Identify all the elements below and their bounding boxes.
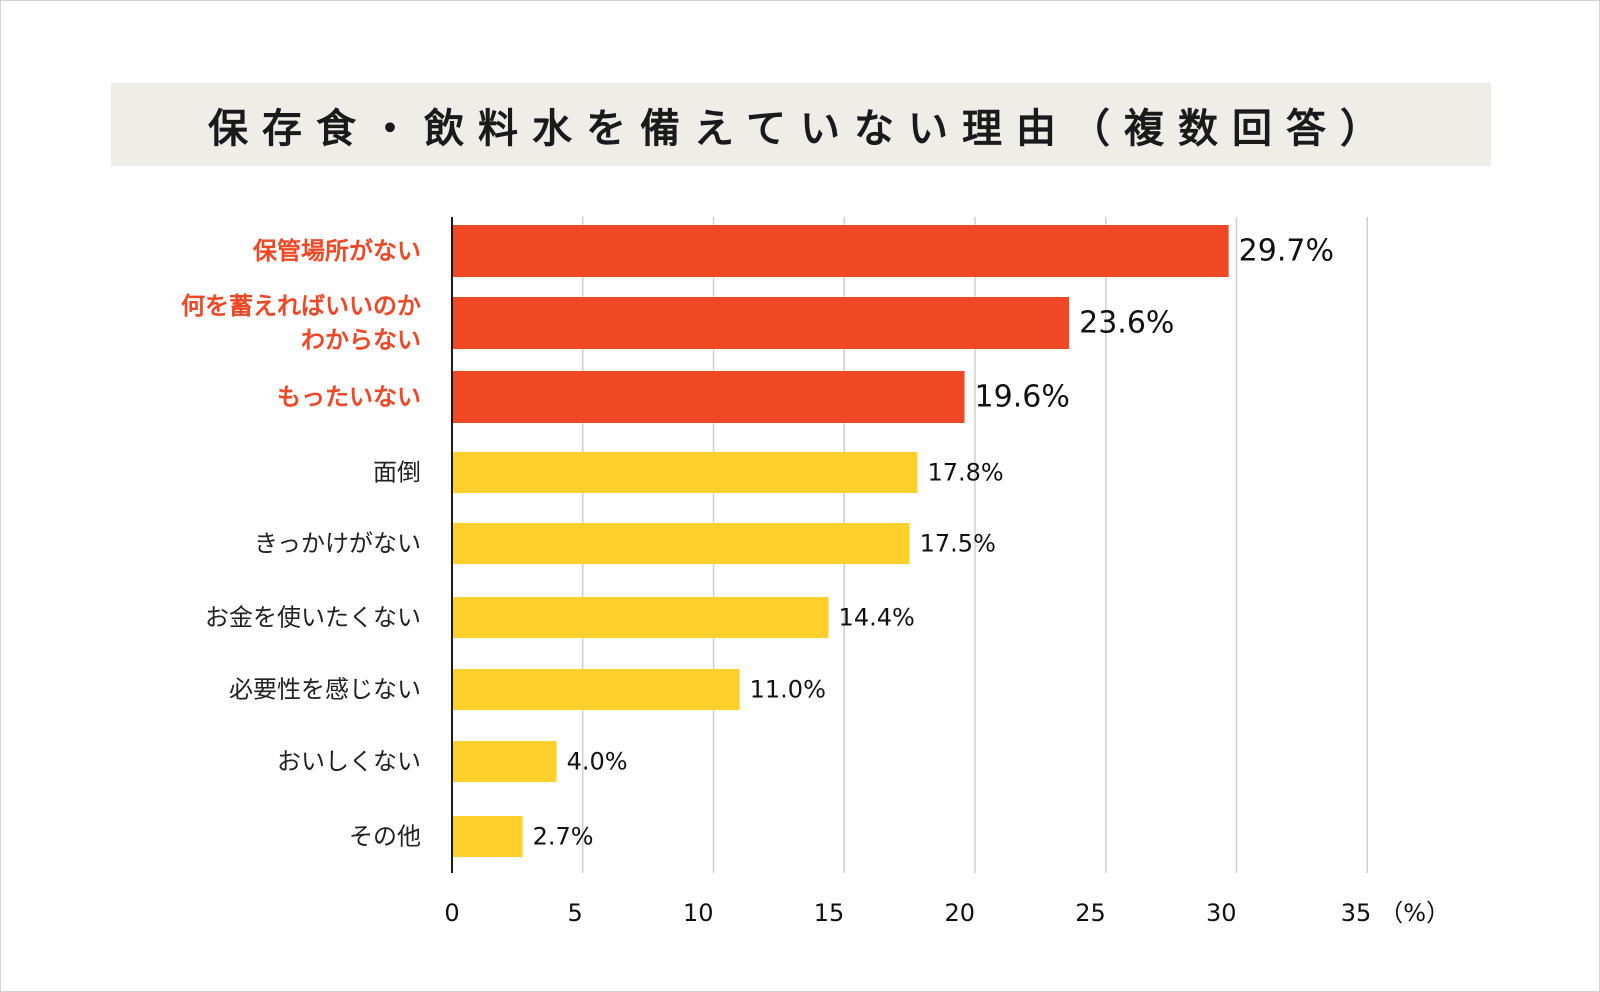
value-label: 19.6% (975, 380, 1070, 415)
x-tick-label: 10 (683, 899, 714, 927)
chart-title: 保存食・飲料水を備えていない理由（複数回答） (208, 105, 1394, 152)
bar (452, 523, 910, 564)
category-label: きっかけがない (254, 530, 421, 558)
bar (452, 816, 523, 857)
category-label: その他 (349, 823, 421, 851)
value-label: 17.5% (920, 530, 996, 558)
value-label: 4.0% (567, 748, 628, 776)
category-label: 面倒 (373, 459, 421, 487)
value-label: 17.8% (927, 459, 1003, 487)
bar (452, 741, 557, 782)
x-tick-label: 30 (1206, 899, 1237, 927)
bar (452, 597, 829, 638)
x-tick-label: 0 (444, 899, 459, 927)
bar (452, 371, 965, 423)
bar (452, 669, 740, 710)
value-label: 11.0% (750, 676, 826, 704)
category-label: 保管場所がない (252, 237, 421, 265)
category-label: 何を蓄えればいいのかわからない (181, 292, 421, 354)
bar (452, 452, 918, 493)
x-tick-label: 20 (944, 899, 975, 927)
value-label: 2.7% (533, 823, 594, 851)
x-unit-label: （%） (1379, 899, 1450, 927)
category-label: おいしくない (277, 748, 421, 776)
category-label: お金を使いたくない (205, 604, 421, 632)
x-tick-label: 25 (1075, 899, 1106, 927)
value-label: 29.7% (1239, 234, 1334, 269)
category-label: 必要性を感じない (229, 676, 421, 704)
bar (452, 297, 1070, 349)
category-label: もったいない (277, 383, 421, 411)
bar (452, 225, 1229, 277)
x-tick-label: 35 (1341, 899, 1372, 927)
title-band: 保存食・飲料水を備えていない理由（複数回答） (111, 83, 1491, 166)
value-label: 23.6% (1079, 306, 1174, 341)
x-tick-label: 15 (814, 899, 845, 927)
x-tick-label: 5 (567, 899, 582, 927)
value-label: 14.4% (839, 604, 915, 632)
